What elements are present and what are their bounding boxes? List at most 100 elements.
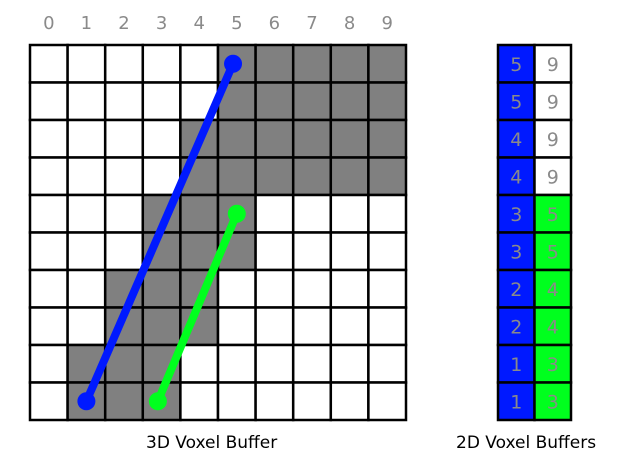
- start-buffer-cell: [496, 381, 536, 422]
- voxel-empty: [141, 81, 182, 122]
- end-buffer-cell: [533, 43, 573, 84]
- voxel-empty: [254, 381, 295, 422]
- column-label: 7: [306, 13, 317, 34]
- voxel-empty: [141, 118, 182, 159]
- voxel-empty: [66, 43, 107, 84]
- voxel-empty: [291, 343, 333, 384]
- voxel-empty: [254, 306, 295, 347]
- voxel-empty: [103, 193, 145, 234]
- voxel-empty: [28, 118, 69, 159]
- end-buffer-value: 5: [547, 241, 559, 263]
- voxel-empty: [216, 381, 257, 422]
- column-label: 5: [231, 13, 242, 34]
- voxel-filled: [254, 43, 295, 84]
- voxel-empty: [66, 306, 107, 347]
- voxel-empty: [103, 43, 145, 84]
- voxel-empty: [66, 118, 107, 159]
- voxel-filled: [216, 156, 257, 197]
- end-buffer-cell: [533, 268, 573, 309]
- ray-line: [82, 62, 237, 403]
- start-buffer-value: 1: [510, 391, 522, 413]
- end-buffer-value: 9: [547, 129, 559, 151]
- voxel-empty: [367, 193, 408, 234]
- voxel-empty: [66, 193, 107, 234]
- voxel-empty: [329, 306, 370, 347]
- column-label: 4: [193, 13, 204, 34]
- voxel-empty: [216, 268, 257, 309]
- voxel-filled: [291, 118, 333, 159]
- voxel-empty: [66, 81, 107, 122]
- voxel-empty: [329, 381, 370, 422]
- start-buffer-value: 5: [510, 54, 522, 76]
- voxel-filled: [329, 156, 370, 197]
- start-buffer-value: 4: [510, 129, 522, 151]
- voxel-filled: [329, 43, 370, 84]
- voxel-empty: [28, 43, 69, 84]
- voxel-empty: [291, 381, 333, 422]
- voxel-empty: [254, 231, 295, 272]
- voxel-empty: [329, 343, 370, 384]
- voxel-empty: [141, 43, 182, 84]
- end-buffer-value: 3: [547, 354, 559, 376]
- column-label: 9: [381, 13, 392, 34]
- start-buffer-value: 3: [510, 241, 522, 263]
- voxel-filled: [254, 156, 295, 197]
- ray-line: [154, 212, 241, 403]
- voxel-empty: [216, 343, 257, 384]
- voxel-filled: [254, 118, 295, 159]
- voxel-filled: [254, 81, 295, 122]
- voxel-empty: [103, 231, 145, 272]
- end-buffer-value: 3: [547, 391, 559, 413]
- start-buffer-value: 3: [510, 204, 522, 226]
- column-label: 2: [118, 13, 129, 34]
- ray-start-point: [148, 392, 167, 411]
- voxel-filled: [216, 193, 257, 234]
- end-buffer-cell: [533, 381, 573, 422]
- voxel-filled: [141, 268, 182, 309]
- voxel-empty: [291, 306, 333, 347]
- caption-3d-voxel-buffer: 3D Voxel Buffer: [146, 433, 278, 453]
- voxel-filled: [291, 43, 333, 84]
- voxel-empty: [66, 156, 107, 197]
- ray-end-point: [224, 54, 243, 73]
- voxel-filled: [179, 193, 220, 234]
- caption-2d-voxel-buffers: 2D Voxel Buffers: [456, 433, 597, 453]
- voxel-filled: [329, 81, 370, 122]
- voxel-empty: [367, 306, 408, 347]
- voxel-empty: [367, 268, 408, 309]
- voxel-empty: [216, 306, 257, 347]
- voxel-filled: [141, 306, 182, 347]
- start-buffer-value: 2: [510, 316, 522, 338]
- column-label: 1: [81, 13, 92, 34]
- voxel-empty: [103, 118, 145, 159]
- end-buffer-value: 4: [547, 316, 559, 338]
- voxel-empty: [28, 231, 69, 272]
- voxel-empty: [103, 81, 145, 122]
- end-buffer-value: 9: [547, 54, 559, 76]
- voxel-filled: [216, 118, 257, 159]
- voxel-filled: [291, 81, 333, 122]
- start-buffer-value: 2: [510, 279, 522, 301]
- voxel-empty: [291, 231, 333, 272]
- voxel-empty: [329, 268, 370, 309]
- voxel-empty: [66, 231, 107, 272]
- voxel-empty: [179, 381, 220, 422]
- column-label: 6: [269, 13, 280, 34]
- voxel-empty: [179, 43, 220, 84]
- start-buffer-value: 1: [510, 354, 522, 376]
- end-buffer-value: 4: [547, 279, 559, 301]
- voxel-empty: [254, 193, 295, 234]
- voxel-empty: [28, 343, 69, 384]
- ray-start-point: [77, 392, 96, 411]
- voxel-empty: [254, 343, 295, 384]
- voxel-empty: [28, 156, 69, 197]
- voxel-empty: [291, 268, 333, 309]
- end-buffer-cell: [533, 306, 573, 347]
- voxel-empty: [329, 231, 370, 272]
- voxel-empty: [367, 381, 408, 422]
- voxel-empty: [291, 193, 333, 234]
- ray-end-point: [227, 204, 246, 223]
- voxel-empty: [28, 306, 69, 347]
- start-buffer-value: 4: [510, 166, 522, 188]
